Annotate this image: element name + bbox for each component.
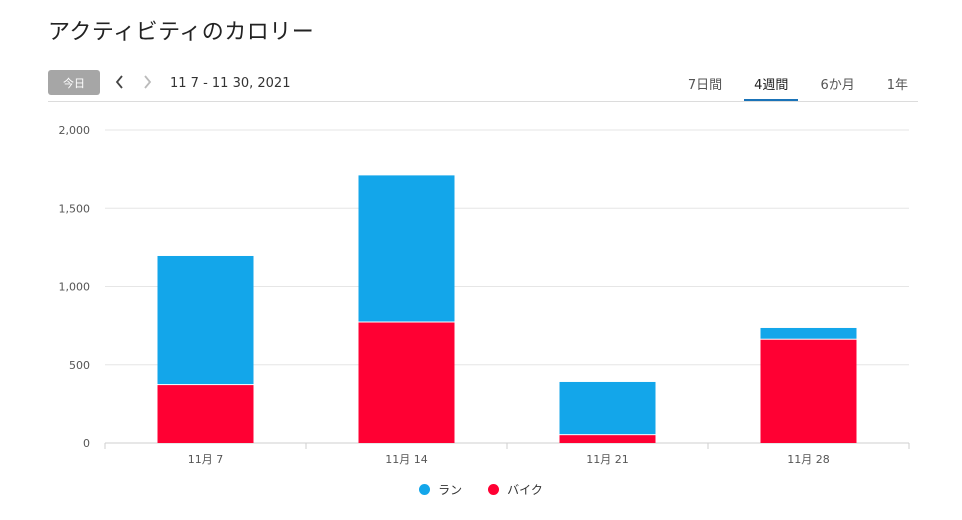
legend-swatch-bike [488, 484, 500, 495]
next-period-button[interactable] [137, 72, 157, 92]
x-tick-label: 11月 7 [188, 453, 224, 466]
bar-bike [760, 339, 857, 443]
legend-label-bike: バイク [507, 483, 543, 497]
x-tick-label: 11月 28 [787, 453, 830, 466]
previous-period-button[interactable] [110, 72, 130, 92]
bar-run [157, 255, 254, 385]
y-tick-label: 1,500 [59, 202, 91, 215]
bar-run [358, 175, 455, 322]
page-title: アクティビティのカロリー [48, 20, 315, 45]
legend-label-run: ラン [438, 483, 463, 497]
x-tick-label: 11月 21 [586, 453, 629, 466]
bar-run [559, 381, 656, 435]
chevron-left-icon [115, 75, 123, 89]
y-tick-label: 0 [83, 437, 90, 450]
legend-item-run[interactable]: ラン [419, 481, 462, 498]
period-tabs: 7日間 4週間 6か月 1年 [666, 70, 918, 101]
tab-4-weeks[interactable]: 4週間 [744, 70, 799, 101]
today-button[interactable]: 今日 [48, 70, 100, 95]
bar-bike [358, 322, 455, 443]
date-range-label: 11 7 - 11 30, 2021 [170, 76, 291, 91]
chart-legend: ラン バイク [0, 481, 962, 498]
chevron-right-icon [144, 75, 152, 89]
tab-7-days[interactable]: 7日間 [687, 78, 723, 93]
y-tick-label: 2,000 [59, 124, 91, 137]
bar-bike [157, 385, 254, 443]
legend-swatch-run [419, 484, 431, 495]
date-toolbar: 今日 11 7 - 11 30, 2021 7日間 4週間 6か月 1年 [48, 70, 918, 102]
legend-item-bike[interactable]: バイク [488, 481, 543, 498]
bar-bike [559, 435, 656, 443]
x-tick-label: 11月 14 [385, 453, 428, 466]
tab-6-months[interactable]: 6か月 [820, 78, 855, 93]
y-tick-label: 1,000 [59, 281, 91, 294]
tab-1-year[interactable]: 1年 [886, 78, 908, 93]
calorie-bar-chart: 0 500 1,000 1,500 2,000 11月 7 11月 14 11月 21 11月 … [59, 124, 910, 466]
y-tick-label: 500 [69, 359, 90, 372]
bar-run [760, 327, 857, 339]
